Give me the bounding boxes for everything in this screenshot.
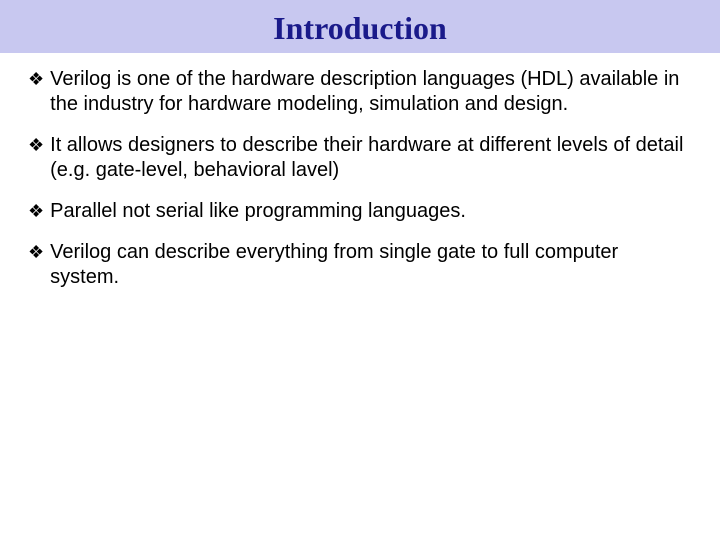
list-item: ❖ Parallel not serial like programming l… xyxy=(28,199,692,224)
diamond-bullet-icon: ❖ xyxy=(28,199,44,223)
diamond-bullet-icon: ❖ xyxy=(28,240,44,264)
bullet-text: It allows designers to describe their ha… xyxy=(50,133,692,183)
list-item: ❖ It allows designers to describe their … xyxy=(28,133,692,183)
bullet-text: Parallel not serial like programming lan… xyxy=(50,199,692,224)
list-item: ❖ Verilog can describe everything from s… xyxy=(28,240,692,290)
bullet-text: Verilog is one of the hardware descripti… xyxy=(50,67,692,117)
slide-title: Introduction xyxy=(273,10,447,46)
title-bar: Introduction xyxy=(0,0,720,53)
content-area: ❖ Verilog is one of the hardware descrip… xyxy=(0,53,720,290)
bullet-text: Verilog can describe everything from sin… xyxy=(50,240,692,290)
diamond-bullet-icon: ❖ xyxy=(28,133,44,157)
list-item: ❖ Verilog is one of the hardware descrip… xyxy=(28,67,692,117)
diamond-bullet-icon: ❖ xyxy=(28,67,44,91)
